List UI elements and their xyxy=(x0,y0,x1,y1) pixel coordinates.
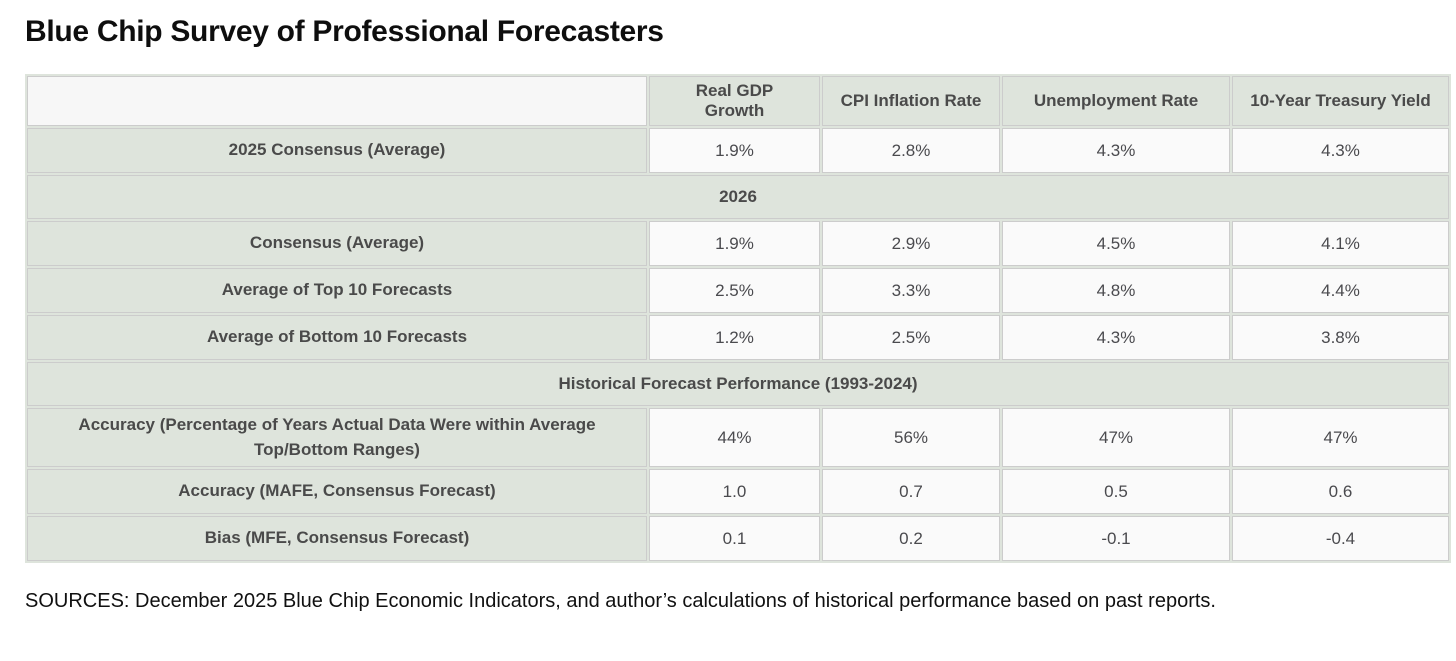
table-cell: 2.5% xyxy=(649,268,820,313)
row-label: Consensus (Average) xyxy=(27,221,647,266)
column-header: Real GDP Growth xyxy=(649,76,820,126)
table-cell: 2.8% xyxy=(822,128,1000,173)
table-cell: 3.3% xyxy=(822,268,1000,313)
table-cell: 4.1% xyxy=(1232,221,1449,266)
table-cell: 0.2 xyxy=(822,516,1000,562)
column-header: Unemployment Rate xyxy=(1002,76,1230,126)
table-cell: 4.3% xyxy=(1002,315,1230,360)
table-row: Consensus (Average) 1.9% 2.9% 4.5% 4.1% xyxy=(27,221,1449,266)
row-label: Average of Bottom 10 Forecasts xyxy=(27,315,647,360)
section-row: Historical Forecast Performance (1993-20… xyxy=(27,362,1449,406)
table-cell: 47% xyxy=(1232,408,1449,468)
table-body: 2025 Consensus (Average) 1.9% 2.8% 4.3% 4.3%… xyxy=(27,128,1449,562)
table-cell: 1.2% xyxy=(649,315,820,360)
table-cell: 0.7 xyxy=(822,469,1000,515)
table-row: Accuracy (MAFE, Consensus Forecast) 1.0 0.… xyxy=(27,469,1449,515)
table-cell: 2.9% xyxy=(822,221,1000,266)
section-label: 2026 xyxy=(27,175,1449,219)
corner-cell xyxy=(27,76,647,126)
table-row: Bias (MFE, Consensus Forecast) 0.1 0.2 -0.1… xyxy=(27,516,1449,562)
table-cell: 56% xyxy=(822,408,1000,468)
table-cell: 4.3% xyxy=(1002,128,1230,173)
table-cell: 3.8% xyxy=(1232,315,1449,360)
row-label: Accuracy (Percentage of Years Actual Dat… xyxy=(27,408,647,468)
row-label: Bias (MFE, Consensus Forecast) xyxy=(27,516,647,562)
table-cell: -0.1 xyxy=(1002,516,1230,562)
table-cell: -0.4 xyxy=(1232,516,1449,562)
forecast-table: Real GDP Growth CPI Inflation Rate Unemplo… xyxy=(25,74,1451,564)
table-cell: 1.0 xyxy=(649,469,820,515)
table-cell: 4.8% xyxy=(1002,268,1230,313)
page: Blue Chip Survey of Professional Forecas… xyxy=(25,15,1451,613)
table-row: Average of Bottom 10 Forecasts 1.2% 2.5% 4.… xyxy=(27,315,1449,360)
source-note: SOURCES: December 2025 Blue Chip Economi… xyxy=(25,590,1216,613)
row-label: 2025 Consensus (Average) xyxy=(27,128,647,173)
table-cell: 4.3% xyxy=(1232,128,1449,173)
section-label: Historical Forecast Performance (1993-20… xyxy=(27,362,1449,406)
row-label: Average of Top 10 Forecasts xyxy=(27,268,647,313)
table-cell: 1.9% xyxy=(649,128,820,173)
table-cell: 0.1 xyxy=(649,516,820,562)
table-row: 2025 Consensus (Average) 1.9% 2.8% 4.3% 4.3% xyxy=(27,128,1449,173)
table-cell: 47% xyxy=(1002,408,1230,468)
row-label: Accuracy (MAFE, Consensus Forecast) xyxy=(27,469,647,515)
column-header: CPI Inflation Rate xyxy=(822,76,1000,126)
table-row: Accuracy (Percentage of Years Actual Dat… xyxy=(27,408,1449,468)
table-cell: 4.4% xyxy=(1232,268,1449,313)
table-cell: 44% xyxy=(649,408,820,468)
table-row: Average of Top 10 Forecasts 2.5% 3.3% 4.8% 4… xyxy=(27,268,1449,313)
table-cell: 0.6 xyxy=(1232,469,1449,515)
header-row: Real GDP Growth CPI Inflation Rate Unemplo… xyxy=(27,76,1449,126)
column-header: 10-Year Treasury Yield xyxy=(1232,76,1449,126)
table-cell: 0.5 xyxy=(1002,469,1230,515)
section-row: 2026 xyxy=(27,175,1449,219)
table-cell: 2.5% xyxy=(822,315,1000,360)
table-cell: 4.5% xyxy=(1002,221,1230,266)
table-cell: 1.9% xyxy=(649,221,820,266)
page-title: Blue Chip Survey of Professional Forecas… xyxy=(25,15,664,48)
